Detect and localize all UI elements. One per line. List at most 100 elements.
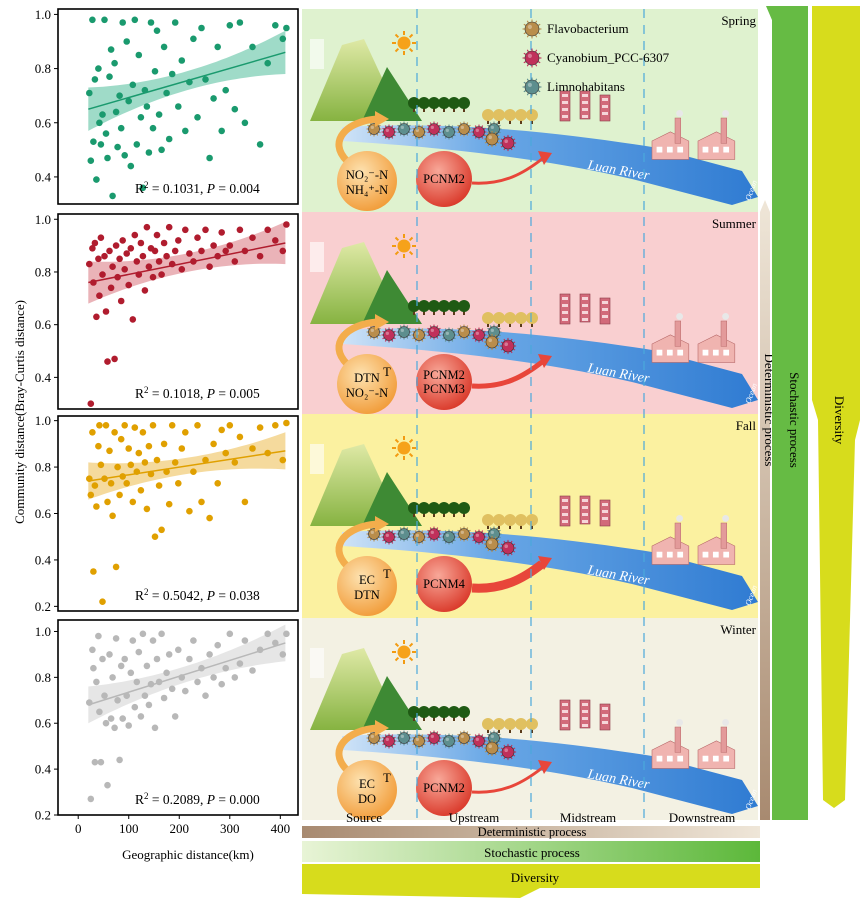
data-point: [190, 35, 197, 43]
building-icon: [599, 703, 611, 731]
data-point: [114, 697, 121, 704]
tree-icon: [458, 300, 470, 315]
pcnm-circle: [416, 760, 472, 816]
scatter-panel-spring: 0.4 0.6 0.8 1.0 R2 = 0.1031, P = 0.004: [35, 7, 299, 205]
data-point: [143, 662, 151, 670]
stochastic-bar-horizontal: Stochastic process: [302, 841, 760, 862]
data-point: [109, 512, 116, 520]
sun-ray: [394, 656, 400, 662]
data-point: [133, 678, 141, 686]
data-point: [151, 247, 159, 255]
data-point: [97, 758, 105, 766]
data-point: [160, 43, 168, 51]
data-point: [222, 664, 229, 672]
microbe-icon: [441, 733, 457, 749]
pcnm-arrowhead: [538, 760, 552, 774]
river-schematic: Luan RiverOceanNO₂⁻-NNH₄⁺-NPCNM2SpringLu…: [302, 9, 759, 825]
data-point: [171, 247, 179, 255]
data-point: [93, 313, 100, 321]
microbe-icon: [456, 121, 472, 137]
data-point: [155, 111, 163, 118]
reach-label-source: Source: [346, 810, 382, 825]
data-point: [236, 19, 244, 26]
pcnm-arrowhead: [538, 151, 552, 165]
pcnm-label: PCNM2: [423, 368, 465, 382]
data-point: [90, 279, 97, 286]
tree-icon: [526, 718, 538, 733]
diversity-vertical-label: Diversity: [832, 396, 847, 445]
data-point: [194, 114, 201, 121]
sun-icon: [397, 239, 411, 253]
data-point: [114, 273, 121, 281]
tree-icon: [504, 514, 516, 529]
data-point: [178, 674, 186, 681]
y-tick-label: 0.6: [35, 716, 52, 731]
driver-label: DTN: [354, 588, 380, 602]
tree-icon: [493, 312, 505, 327]
pcnm-label: PCNM2: [423, 781, 465, 795]
data-point: [163, 468, 170, 476]
sun-ray: [408, 250, 414, 256]
r2-superscript: 2: [144, 791, 149, 801]
data-point: [87, 491, 95, 499]
data-point: [256, 252, 264, 260]
data-point: [141, 287, 149, 294]
data-point: [99, 111, 106, 118]
data-point: [90, 138, 97, 145]
stats-label: R2 = 0.2089, P = 0.000: [135, 791, 260, 807]
data-point: [86, 699, 93, 706]
data-point: [112, 242, 120, 249]
building-icon: [579, 495, 591, 525]
p-value: = 0.000: [215, 792, 260, 807]
driver-arrow: [335, 318, 378, 367]
data-point: [178, 445, 186, 452]
season-label: Summer: [712, 216, 757, 231]
data-point: [163, 89, 170, 97]
scatter-panel-fall: 0.2 0.4 0.6 0.8 1.0 R2 = 0.5042, P = 0.038: [35, 413, 299, 614]
microbe-icon: [483, 333, 501, 351]
data-point: [114, 143, 121, 151]
microbe-icon: [426, 121, 442, 137]
microbe-icon: [381, 124, 397, 140]
data-point: [137, 487, 145, 494]
reach-label-upstream: Upstream: [449, 810, 500, 825]
tree-icon: [504, 718, 516, 733]
tree-icon: [526, 514, 538, 529]
data-point: [111, 429, 118, 436]
factory-icon: [651, 109, 690, 160]
sun-ray: [394, 452, 400, 458]
factory-icon: [651, 718, 690, 769]
data-point: [175, 480, 182, 487]
r2-symbol: R: [135, 181, 144, 196]
data-point: [214, 43, 221, 51]
data-point: [165, 500, 173, 508]
sun-icon: [397, 645, 411, 659]
data-point: [241, 119, 249, 127]
data-point: [117, 662, 125, 670]
mountain-icon: [362, 676, 422, 730]
y-tick-label: 0.4: [35, 370, 52, 385]
data-point: [149, 637, 157, 644]
data-point: [135, 271, 143, 278]
r2-superscript: 2: [144, 385, 149, 395]
data-point: [104, 154, 111, 162]
data-point: [175, 103, 182, 110]
waterfall-icon: [310, 242, 324, 272]
deterministic-bar-horizontal: Deterministic process: [302, 825, 760, 839]
data-point: [95, 65, 102, 72]
data-point: [125, 281, 132, 289]
building-icon: [599, 499, 611, 527]
microbe-icon: [396, 324, 412, 340]
data-point: [186, 250, 193, 257]
sun-ray: [408, 642, 414, 648]
data-point: [168, 422, 176, 429]
data-point: [279, 456, 287, 464]
stochastic-bar-vertical: Stochastic process: [766, 6, 808, 820]
data-point: [104, 498, 111, 506]
data-point: [119, 237, 126, 244]
pcnm-arrow: [471, 360, 544, 389]
tree-icon: [428, 502, 440, 517]
data-point: [104, 358, 111, 365]
data-point: [96, 708, 103, 716]
